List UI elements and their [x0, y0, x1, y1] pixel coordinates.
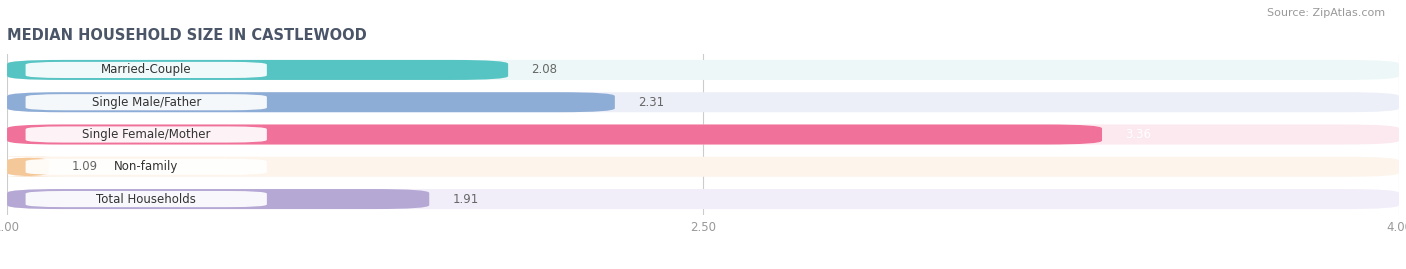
Text: Total Households: Total Households	[96, 193, 197, 206]
Text: 2.08: 2.08	[531, 63, 557, 76]
FancyBboxPatch shape	[7, 189, 429, 209]
Text: Source: ZipAtlas.com: Source: ZipAtlas.com	[1267, 8, 1385, 18]
FancyBboxPatch shape	[7, 60, 1399, 80]
FancyBboxPatch shape	[25, 159, 267, 175]
FancyBboxPatch shape	[7, 189, 1399, 209]
FancyBboxPatch shape	[25, 191, 267, 207]
Text: Single Female/Mother: Single Female/Mother	[82, 128, 211, 141]
Text: 2.31: 2.31	[638, 96, 664, 109]
Text: Single Male/Father: Single Male/Father	[91, 96, 201, 109]
FancyBboxPatch shape	[25, 94, 267, 110]
Text: 1.91: 1.91	[453, 193, 478, 206]
FancyBboxPatch shape	[7, 157, 1399, 177]
FancyBboxPatch shape	[25, 126, 267, 143]
Text: MEDIAN HOUSEHOLD SIZE IN CASTLEWOOD: MEDIAN HOUSEHOLD SIZE IN CASTLEWOOD	[7, 28, 367, 43]
FancyBboxPatch shape	[25, 62, 267, 78]
Text: 1.09: 1.09	[72, 160, 98, 173]
Text: Married-Couple: Married-Couple	[101, 63, 191, 76]
FancyBboxPatch shape	[7, 125, 1399, 144]
FancyBboxPatch shape	[0, 157, 63, 177]
FancyBboxPatch shape	[7, 92, 614, 112]
FancyBboxPatch shape	[7, 92, 1399, 112]
FancyBboxPatch shape	[7, 60, 508, 80]
Text: 3.36: 3.36	[1125, 128, 1152, 141]
Text: Non-family: Non-family	[114, 160, 179, 173]
FancyBboxPatch shape	[7, 125, 1102, 144]
